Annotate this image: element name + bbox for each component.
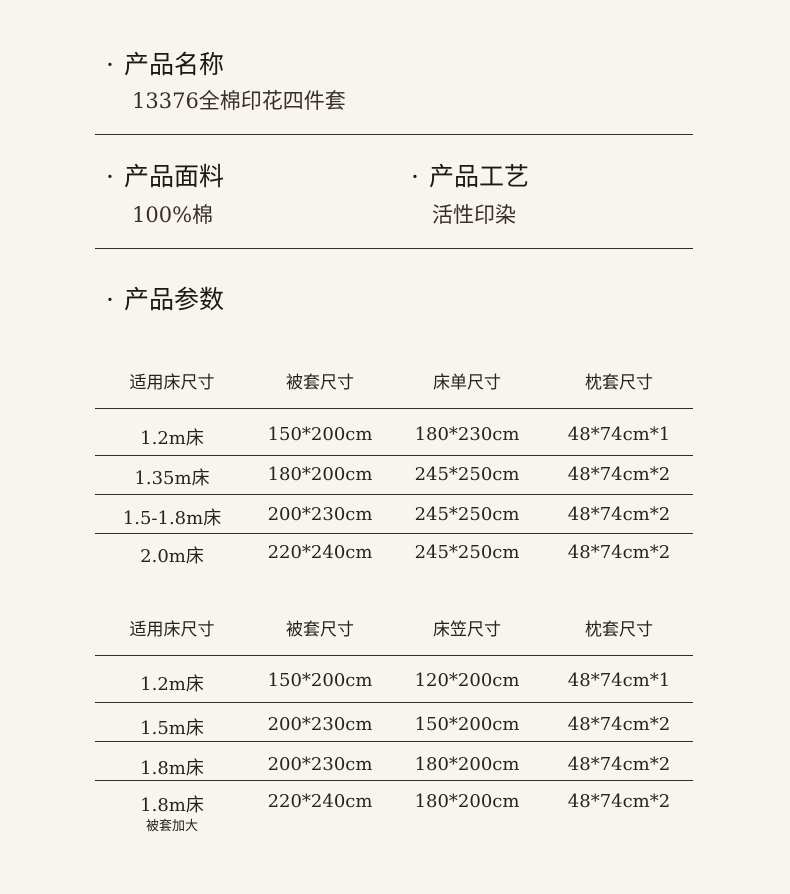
table-cell: 1.5m床 [140, 718, 204, 739]
table-cell: 245*250cm [414, 504, 520, 525]
product-name-label: 产品名称 [123, 50, 224, 79]
table-cell: 1.2m床 [140, 674, 204, 695]
column-header: 被套尺寸 [286, 620, 354, 640]
table-cell: 48*74cm*2 [567, 791, 671, 812]
table-divider [95, 702, 693, 703]
column-header: 适用床尺寸 [129, 620, 215, 640]
table-cell: 1.8m床 [140, 795, 204, 816]
table-cell: 1.35m床 [134, 468, 210, 489]
bullet: · [411, 162, 419, 191]
table-cell: 150*200cm [414, 714, 520, 735]
column-header: 枕套尺寸 [585, 620, 653, 640]
fabric-label: 产品面料 [123, 162, 224, 191]
table-divider [95, 408, 693, 409]
table-divider [95, 780, 693, 781]
params-heading: · 产品参数 [106, 280, 224, 316]
table-cell: 48*74cm*2 [567, 714, 671, 735]
table-cell: 200*230cm [267, 754, 373, 775]
table-divider [95, 655, 693, 656]
table-cell: 245*250cm [414, 464, 520, 485]
table-cell: 220*240cm [267, 542, 373, 563]
table-cell: 120*200cm [414, 670, 520, 691]
table-cell: 180*200cm [414, 791, 520, 812]
table-cell: 1.8m床 [140, 758, 204, 779]
row-note: 被套加大 [145, 819, 199, 834]
table-cell: 48*74cm*1 [567, 670, 671, 691]
table-cell: 200*230cm [267, 714, 373, 735]
table-divider [95, 533, 693, 534]
table-cell: 48*74cm*2 [567, 504, 671, 525]
bullet: · [106, 285, 114, 314]
table-divider [95, 455, 693, 456]
table-cell: 180*230cm [414, 424, 520, 445]
table-cell: 48*74cm*1 [567, 424, 671, 445]
column-header: 适用床尺寸 [129, 373, 215, 393]
table-cell: 48*74cm*2 [567, 464, 671, 485]
fabric-value: 100%棉 [132, 203, 214, 227]
table-divider [95, 494, 693, 495]
table-cell: 2.0m床 [140, 546, 204, 567]
bullet: · [106, 162, 114, 191]
table-cell: 180*200cm [267, 464, 373, 485]
table-cell: 245*250cm [414, 542, 520, 563]
table-divider [95, 741, 693, 742]
table-cell: 150*200cm [267, 424, 373, 445]
table-cell: 180*200cm [414, 754, 520, 775]
table-cell: 1.2m床 [140, 428, 204, 449]
divider [95, 134, 693, 135]
divider [95, 248, 693, 249]
column-header: 枕套尺寸 [585, 373, 653, 393]
craft-heading: · 产品工艺 [411, 157, 529, 193]
column-header: 床单尺寸 [433, 373, 501, 393]
product-name-heading: · 产品名称 [106, 45, 224, 81]
table-cell: 48*74cm*2 [567, 542, 671, 563]
column-header: 床笠尺寸 [433, 620, 501, 640]
craft-value: 活性印染 [432, 203, 516, 227]
bullet: · [106, 50, 114, 79]
table-cell: 220*240cm [267, 791, 373, 812]
fabric-heading: · 产品面料 [106, 157, 224, 193]
params-label: 产品参数 [123, 285, 224, 314]
table-cell: 150*200cm [267, 670, 373, 691]
table-cell: 200*230cm [267, 504, 373, 525]
product-name-value: 13376全棉印花四件套 [132, 89, 346, 113]
column-header: 被套尺寸 [286, 373, 354, 393]
table-cell: 48*74cm*2 [567, 754, 671, 775]
table-cell: 1.5-1.8m床 [122, 508, 222, 529]
craft-label: 产品工艺 [428, 162, 529, 191]
